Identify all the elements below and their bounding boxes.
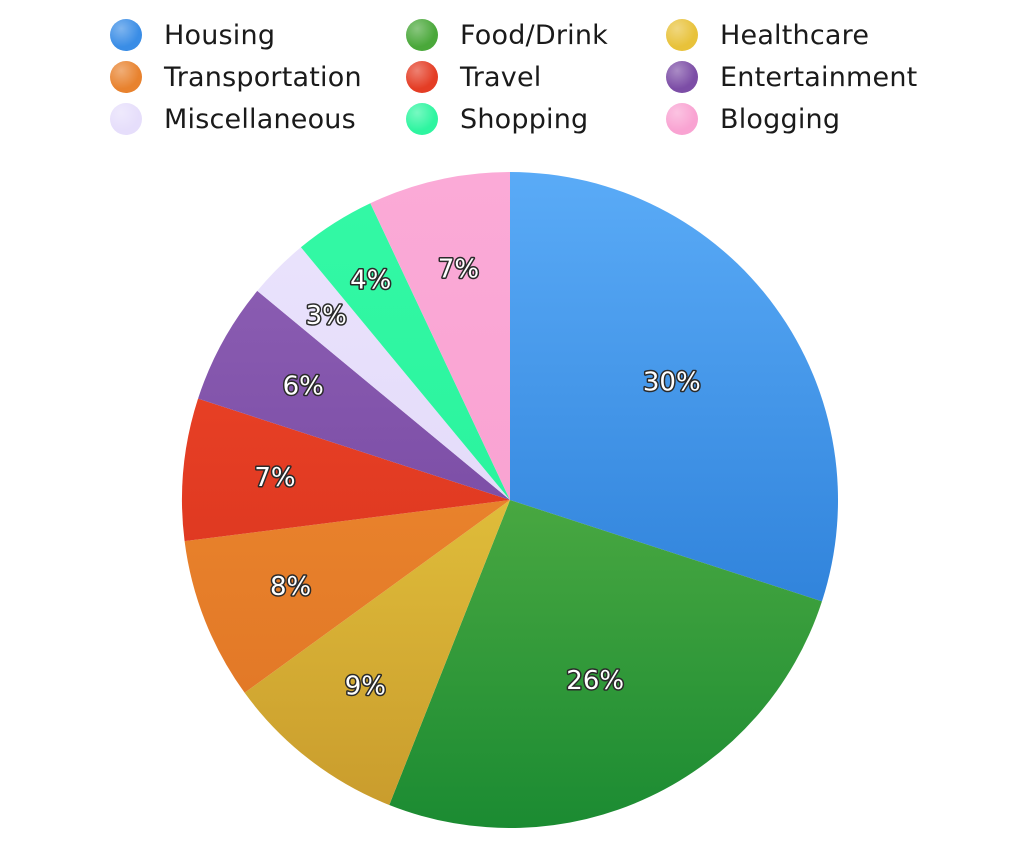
pie-label-travel: 7% — [254, 463, 295, 493]
legend-label-travel: Travel — [460, 61, 542, 93]
legend-swatch-healthcare — [666, 19, 698, 51]
legend-item-blogging: Blogging — [666, 98, 840, 140]
pie-label-shopping: 4% — [350, 266, 391, 296]
legend-swatch-blogging — [666, 103, 698, 135]
legend-item-shopping: Shopping — [406, 98, 588, 140]
pie-slice-labels: 30% 26% 9% 8% 7% 6% 3%4% 7% — [253, 253, 702, 703]
legend-label-miscellaneous: Miscellaneous — [164, 103, 356, 135]
legend-item-transportation: Transportation — [110, 56, 362, 98]
legend-swatch-housing — [110, 19, 142, 51]
legend-label-transportation: Transportation — [164, 61, 362, 93]
legend-item-healthcare: Healthcare — [666, 14, 869, 56]
pie-label-miscellaneous: 3% — [306, 301, 347, 331]
pie-label-entertainment: 6% — [283, 371, 324, 401]
legend-swatch-transportation — [110, 61, 142, 93]
pie-label-housing: 30% — [643, 367, 701, 397]
legend-label-healthcare: Healthcare — [720, 19, 870, 51]
pie-slices — [182, 172, 839, 829]
pie-slice-miscellaneous — [257, 247, 510, 500]
legend-swatch-food-drink — [406, 19, 438, 51]
legend-item-entertainment: Entertainment — [666, 56, 917, 98]
legend-swatch-miscellaneous — [110, 103, 142, 135]
pie-slice-shopping — [300, 203, 510, 500]
legend-swatch-travel — [406, 61, 438, 93]
pie-slice-blogging — [370, 172, 510, 500]
legend-item-food-drink: Food/Drink — [406, 14, 608, 56]
pie-slice-food-drink — [389, 500, 822, 829]
chart-legend: Housing Food/Drink Healthcare Transportatio… — [110, 14, 940, 144]
legend-item-miscellaneous: Miscellaneous — [110, 98, 356, 140]
pie-slice-healthcare — [244, 500, 510, 805]
pie-slice-transportation — [184, 500, 510, 693]
legend-label-entertainment: Entertainment — [720, 61, 918, 93]
pie-slice-travel — [182, 398, 510, 542]
legend-label-blogging: Blogging — [720, 103, 841, 135]
legend-item-housing: Housing — [110, 14, 275, 56]
legend-item-travel: Travel — [406, 56, 541, 98]
legend-swatch-shopping — [406, 103, 438, 135]
legend-swatch-entertainment — [666, 61, 698, 93]
pie-label-blogging: 7% — [438, 255, 479, 285]
pie-label-food-drink: 26% — [566, 666, 624, 696]
legend-label-food-drink: Food/Drink — [460, 19, 608, 51]
pie-label-healthcare: 9% — [345, 672, 386, 702]
pie-label-transportation: 8% — [270, 572, 311, 602]
legend-label-housing: Housing — [164, 19, 276, 51]
pie-slice-housing — [510, 172, 839, 602]
pie-slice-entertainment — [198, 290, 511, 500]
legend-label-shopping: Shopping — [460, 103, 589, 135]
